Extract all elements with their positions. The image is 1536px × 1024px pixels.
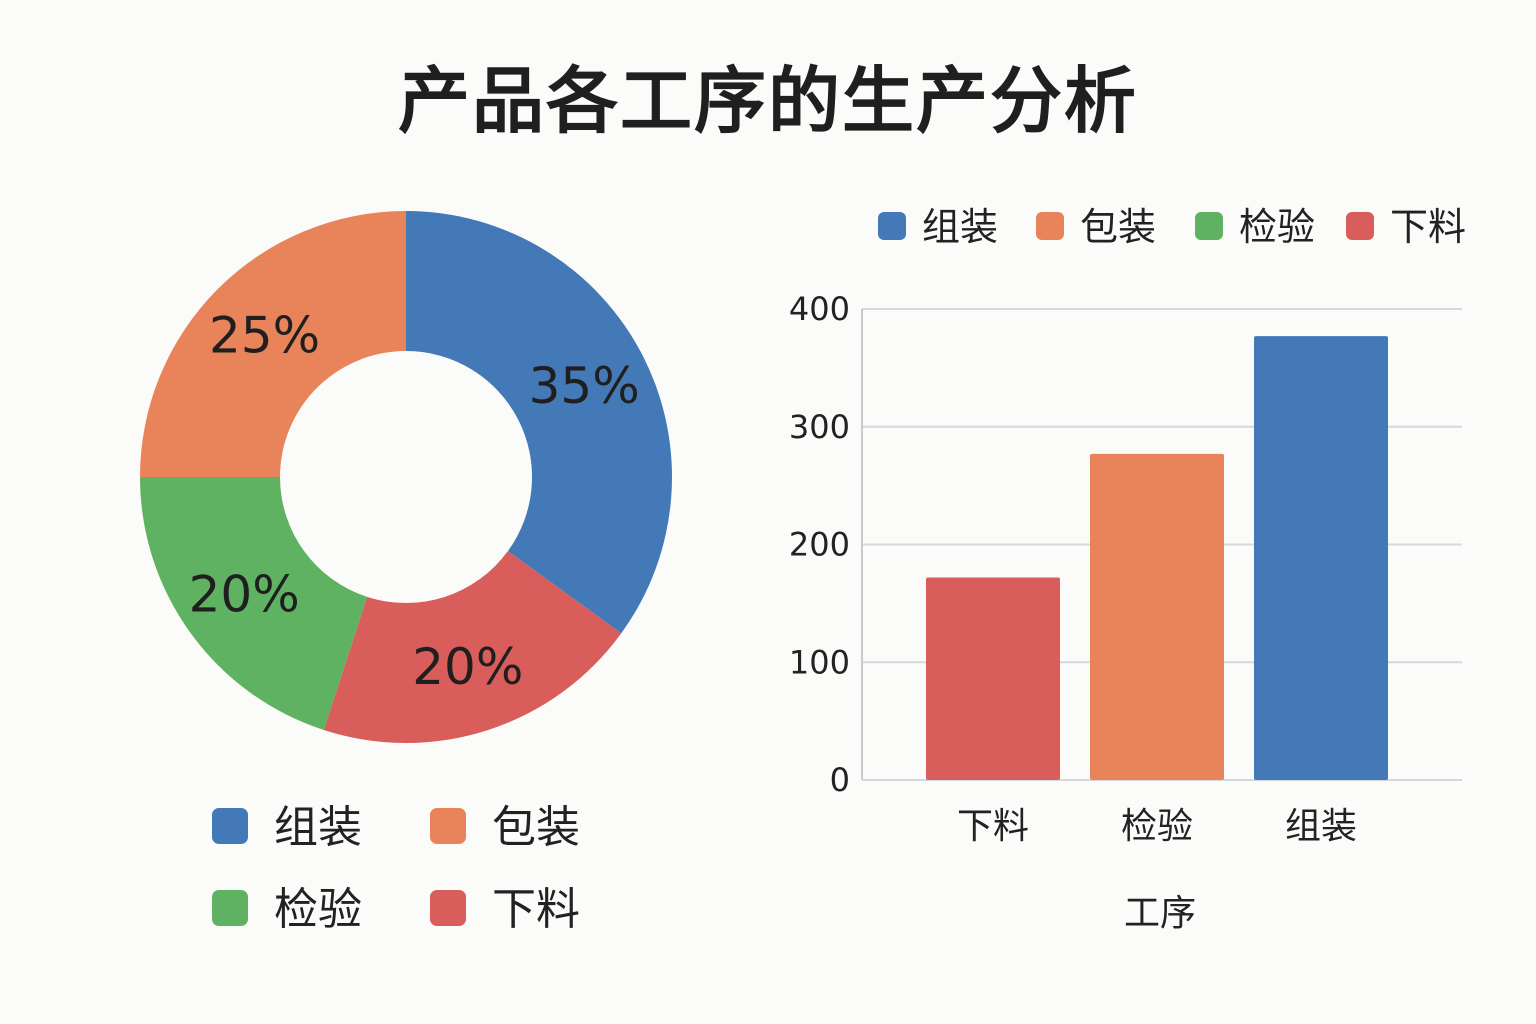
legend-swatch	[1346, 212, 1374, 240]
page-title: 产品各工序的生产分析	[397, 59, 1138, 143]
legend-label: 下料	[1390, 205, 1466, 249]
y-tick-label: 300	[789, 408, 850, 446]
legend-label: 包装	[1080, 205, 1156, 249]
y-tick-label: 0	[830, 761, 850, 799]
y-tick-label: 100	[789, 643, 850, 681]
x-category-label: 下料	[957, 806, 1029, 847]
donut-slice-1	[323, 551, 622, 743]
donut-slice-2	[140, 477, 368, 730]
donut-slice-label: 20%	[412, 638, 523, 696]
donut-slice-0	[406, 211, 672, 634]
bar-1	[1090, 453, 1224, 780]
legend-label: 组装	[274, 802, 362, 853]
bar-2	[1254, 336, 1388, 780]
legend-label: 下料	[492, 884, 580, 935]
donut-slice-label: 25%	[209, 307, 320, 365]
donut-slice-3	[140, 211, 406, 477]
legend-swatch	[212, 890, 248, 926]
legend-label: 组装	[922, 205, 998, 249]
legend-swatch	[1036, 212, 1064, 240]
bar-0	[926, 577, 1060, 780]
y-tick-label: 200	[789, 526, 850, 564]
donut-slice-label: 20%	[189, 566, 300, 624]
legend-label: 检验	[1239, 205, 1315, 249]
legend-label: 包装	[492, 802, 580, 853]
legend-swatch	[1195, 212, 1223, 240]
y-tick-label: 400	[789, 290, 850, 328]
legend-swatch	[878, 212, 906, 240]
x-category-label: 检验	[1121, 806, 1193, 847]
legend-label: 检验	[274, 884, 362, 935]
legend-swatch	[212, 808, 248, 844]
legend-swatch	[430, 808, 466, 844]
x-axis-title: 工序	[1124, 893, 1196, 934]
x-category-label: 组装	[1285, 806, 1357, 847]
legend-swatch	[430, 890, 466, 926]
donut-slice-label: 35%	[529, 357, 640, 415]
